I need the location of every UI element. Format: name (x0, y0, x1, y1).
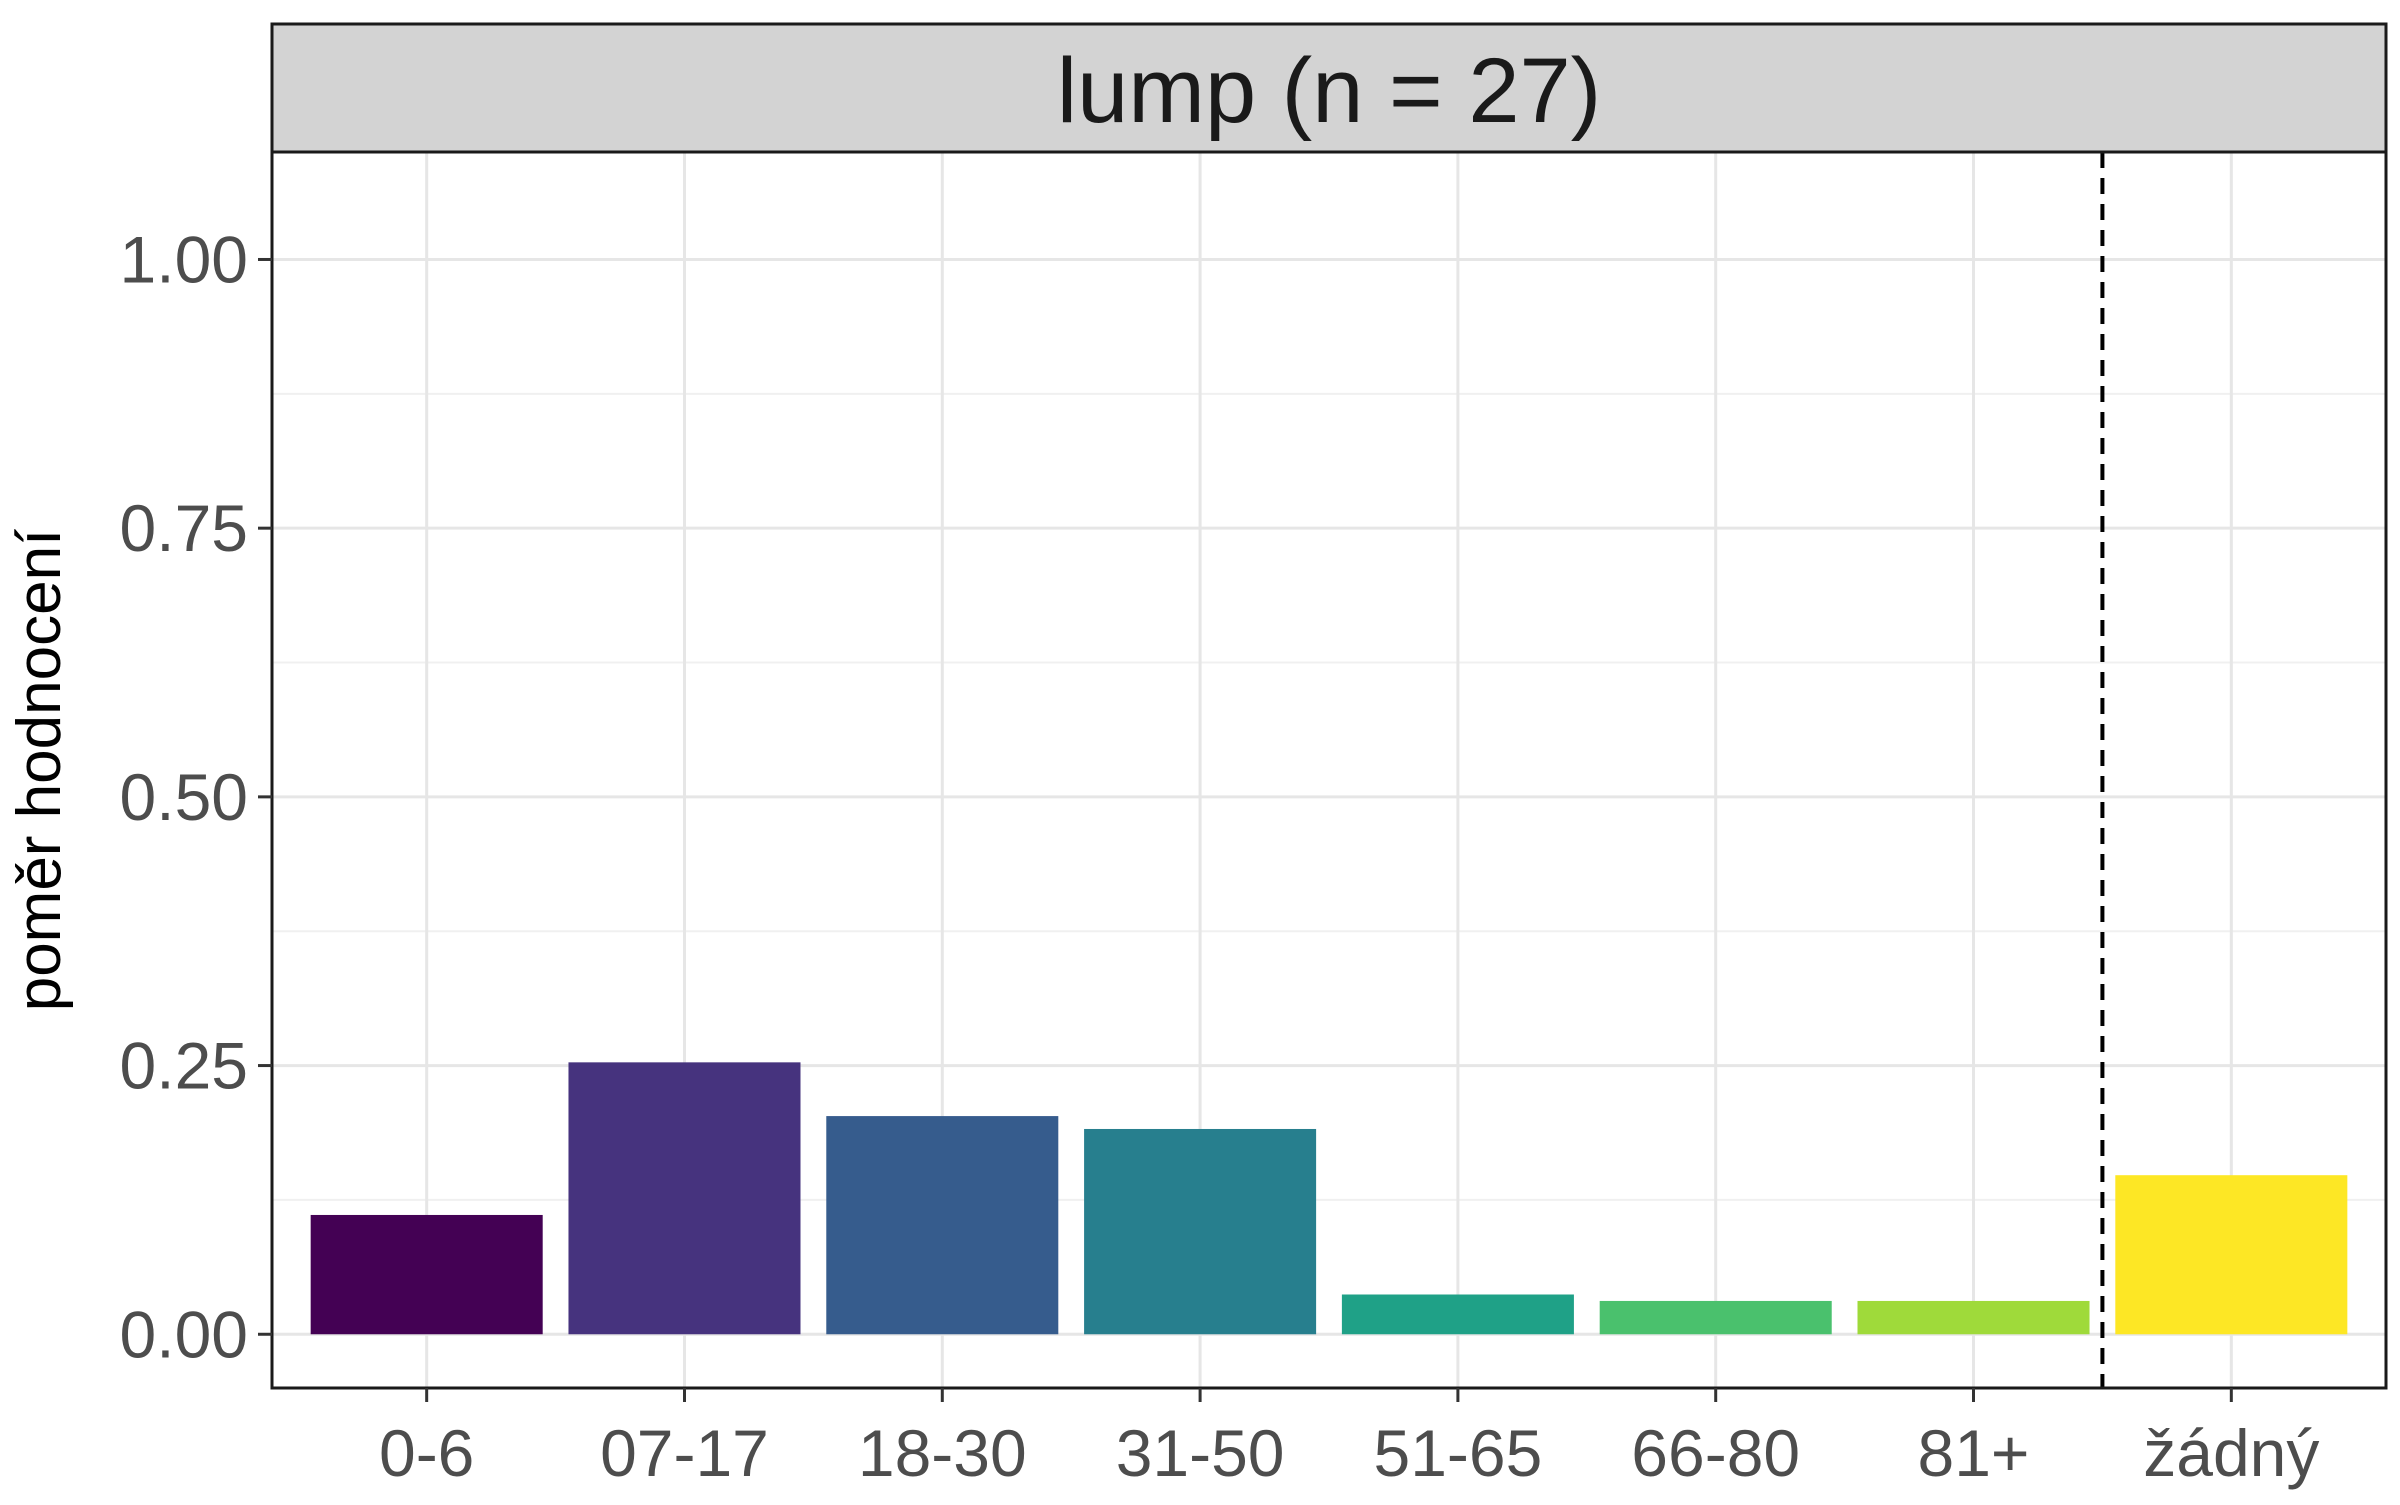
bar (310, 1214, 543, 1335)
y-tick-label: 1.00 (120, 222, 248, 296)
y-tick-label: 0.25 (120, 1029, 248, 1103)
y-tick-label: 0.50 (120, 760, 248, 834)
x-tick-label: 0-6 (379, 1416, 474, 1490)
bar (1857, 1300, 2090, 1335)
x-tick-label: žádný (2143, 1416, 2319, 1490)
x-tick-label: 51-65 (1373, 1416, 1542, 1490)
x-tick-label: 66-80 (1631, 1416, 1800, 1490)
y-axis: 0.00 0.25 0.50 0.75 1.00 (120, 222, 272, 1371)
plot-border (270, 150, 2388, 1390)
x-tick-label: 81+ (1918, 1416, 2030, 1490)
y-axis-title: poměr hodnocení (5, 529, 74, 1012)
minor-gridlines (272, 392, 2386, 1201)
bars (310, 1062, 2348, 1335)
strip-background (270, 22, 2388, 154)
bar (1599, 1300, 1832, 1335)
x-tick-label: 31-50 (1116, 1416, 1285, 1490)
x-tick-label: 07-17 (600, 1416, 769, 1490)
y-tick-label: 0.75 (120, 491, 248, 565)
x-tick-label: 18-30 (858, 1416, 1027, 1490)
bar (568, 1062, 801, 1335)
bar (1084, 1128, 1317, 1335)
facet-label: lump (n = 27) (1057, 40, 1602, 142)
bar (826, 1116, 1059, 1335)
bar (1341, 1294, 1574, 1335)
bar (2115, 1175, 2348, 1335)
x-axis: 0-6 07-17 18-30 31-50 51-65 66-80 81+ žádný (379, 1388, 2319, 1490)
y-tick-label: 0.00 (120, 1297, 248, 1371)
